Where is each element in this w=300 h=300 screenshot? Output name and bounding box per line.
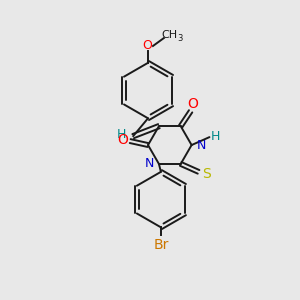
Text: O: O [187,98,198,111]
Text: N: N [196,139,206,152]
Text: H: H [211,130,220,142]
Text: S: S [202,167,211,181]
Text: N: N [145,158,154,170]
Text: Br: Br [153,238,169,252]
Text: O: O [117,133,128,147]
Text: CH: CH [162,30,178,40]
Text: H: H [117,128,126,141]
Text: O: O [142,40,152,52]
Text: 3: 3 [177,34,182,43]
